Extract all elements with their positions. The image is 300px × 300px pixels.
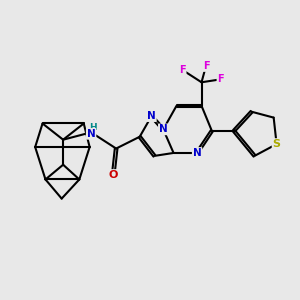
Text: S: S [273,139,280,149]
Text: F: F [179,65,186,75]
Text: N: N [147,111,156,121]
Text: N: N [193,148,202,158]
Text: N: N [87,129,95,139]
Text: O: O [109,170,118,180]
Text: H: H [89,123,96,132]
Text: N: N [159,124,168,134]
Text: F: F [218,74,224,84]
Text: F: F [202,61,209,71]
